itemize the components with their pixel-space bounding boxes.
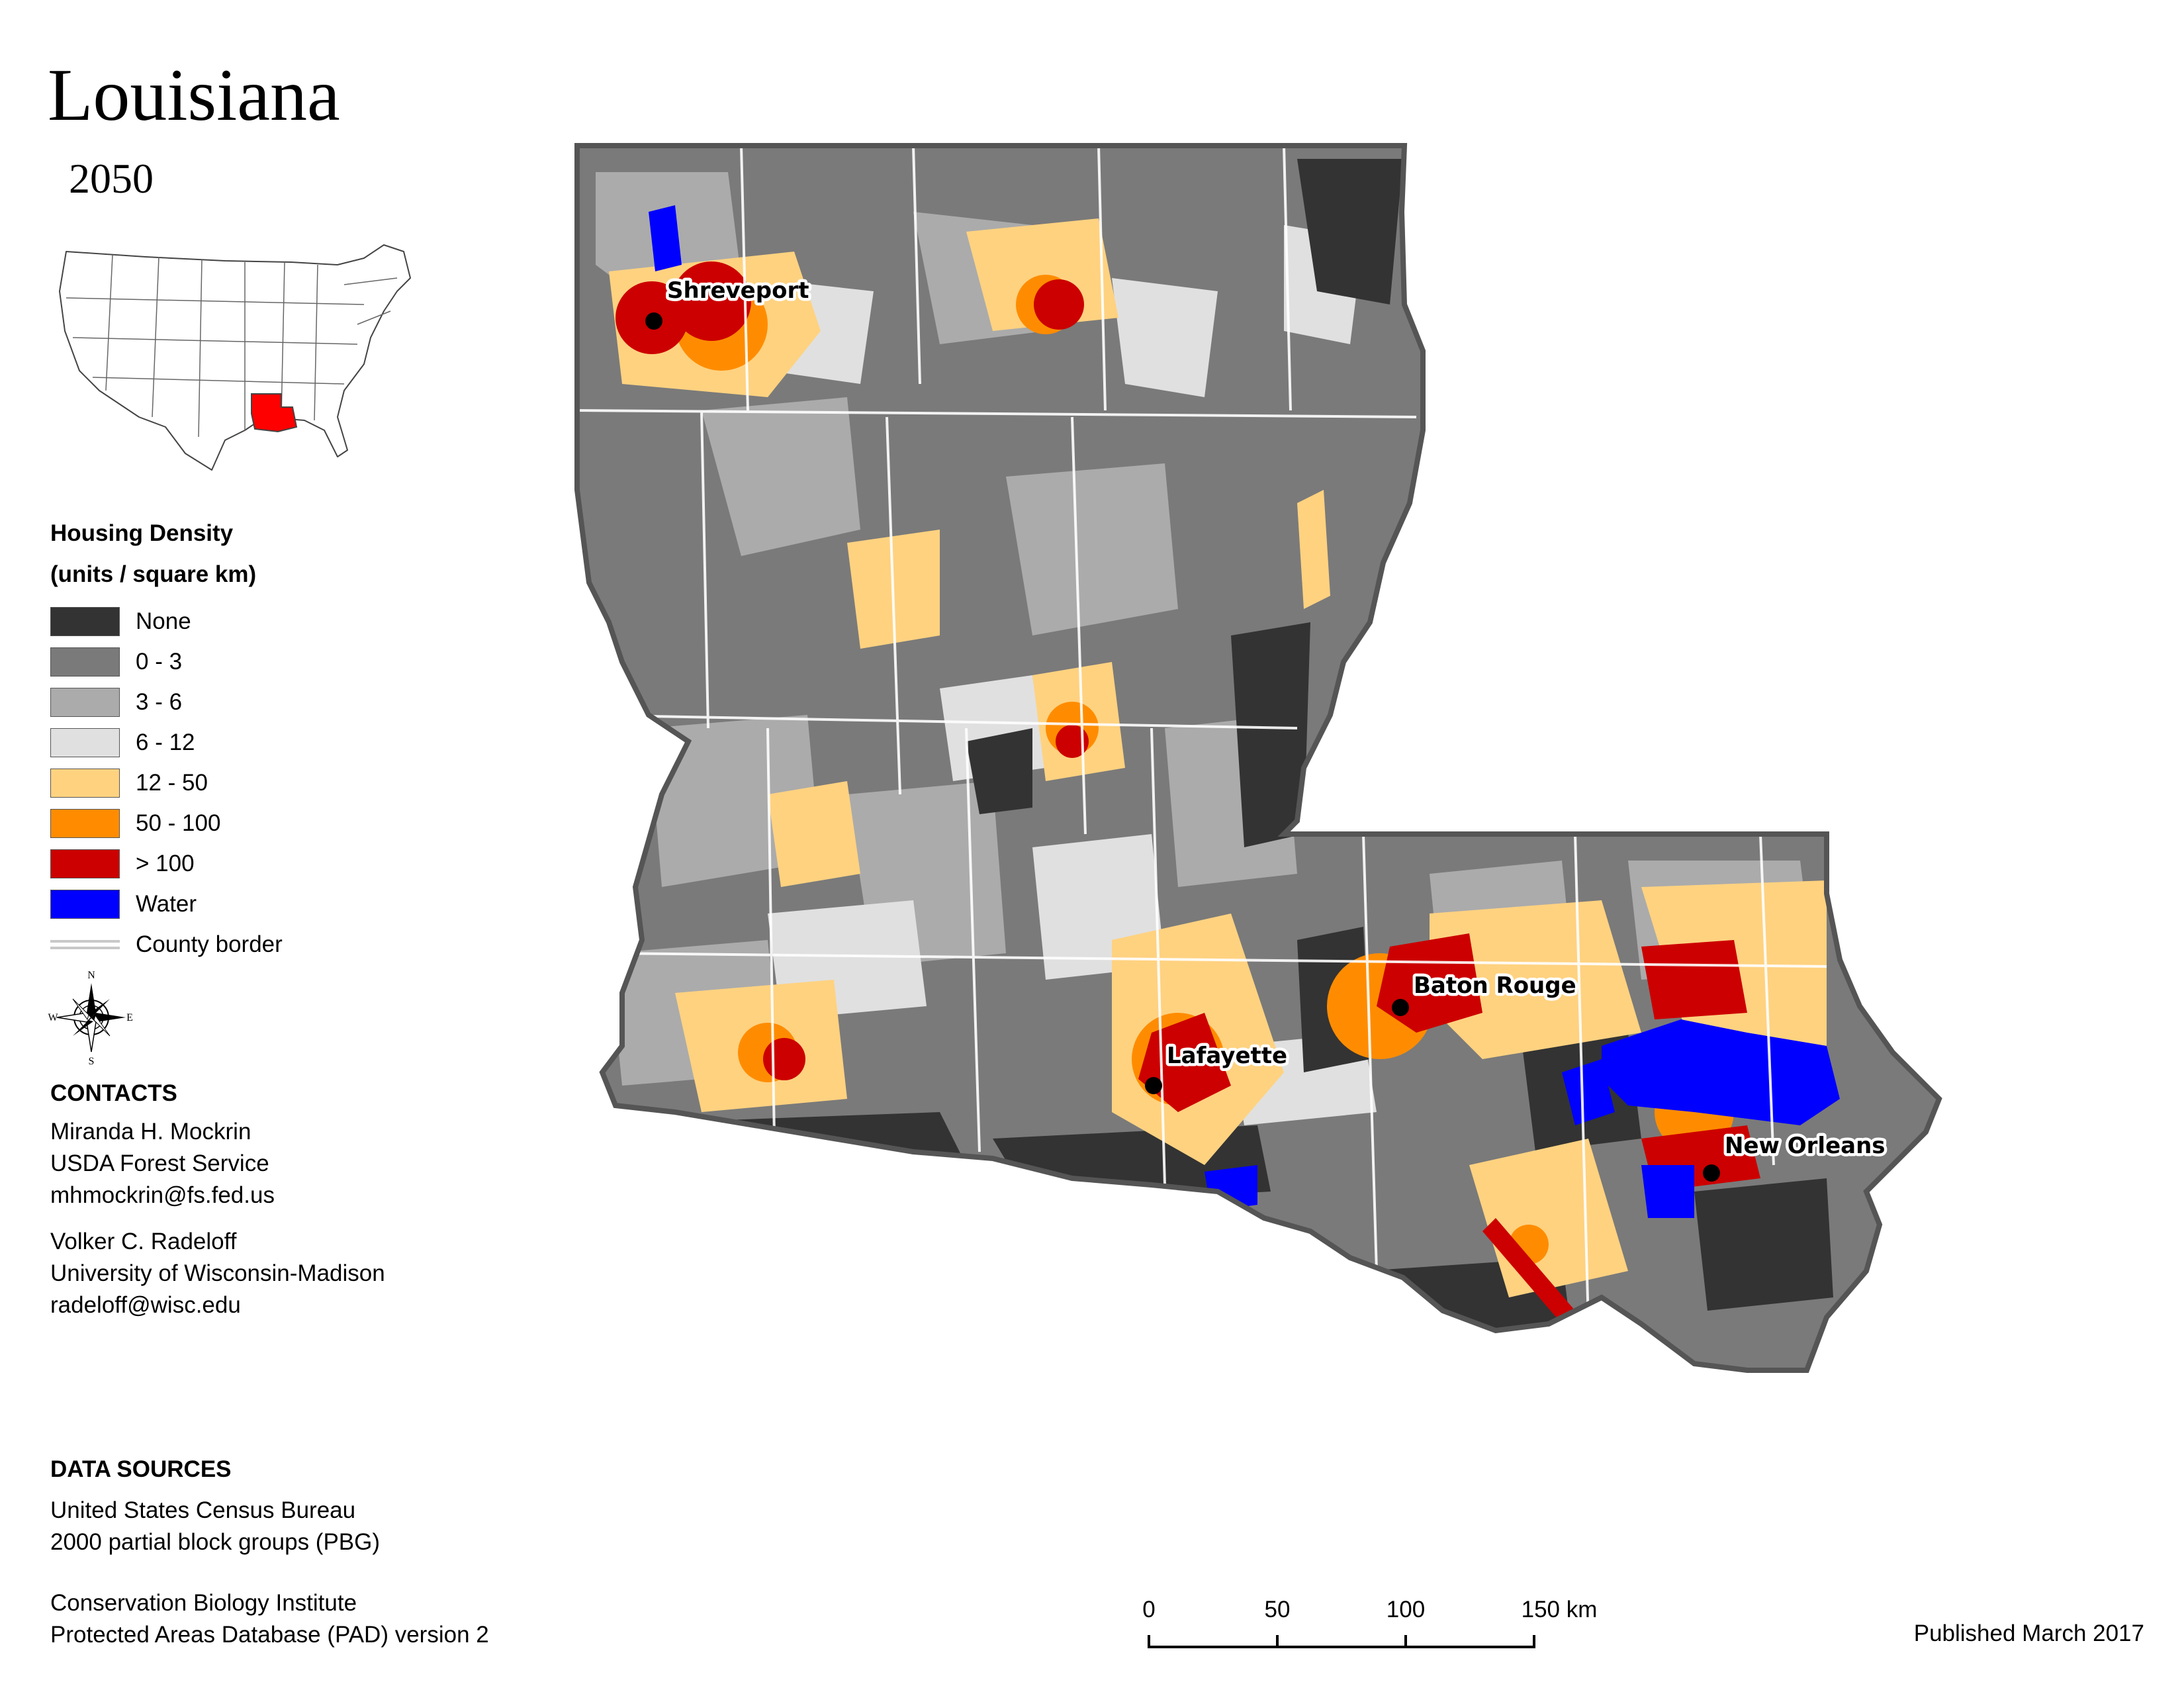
legend-label: 3 - 6 <box>136 689 183 715</box>
compass-s: S <box>89 1056 95 1066</box>
city-label: Shreveport <box>667 277 809 304</box>
legend-swatch <box>50 849 120 878</box>
published-date: Published March 2017 <box>1913 1620 2144 1646</box>
city-baton-rouge[interactable]: Baton Rouge <box>1392 970 1579 1016</box>
legend-item-3-6: 3 - 6 <box>50 687 182 718</box>
legend-swatch <box>50 688 120 717</box>
legend-item-50-100: 50 - 100 <box>50 808 220 839</box>
legend-label: 12 - 50 <box>136 770 208 796</box>
legend-item-6-12: 6 - 12 <box>50 727 195 758</box>
legend-item-county-border: County border <box>50 929 283 960</box>
legend-item-water: Water <box>50 889 197 919</box>
contact-name: Miranda H. Mockrin <box>50 1119 251 1145</box>
compass-n: N <box>87 970 95 981</box>
compass-rose-icon: N S E W <box>48 970 133 1066</box>
legend-swatch <box>50 890 120 919</box>
contact-email[interactable]: radeloff@wisc.edu <box>50 1292 241 1318</box>
legend-swatch <box>50 809 120 838</box>
contact-name: Volker C. Radeloff <box>50 1229 237 1254</box>
legend-label: 50 - 100 <box>136 810 221 836</box>
compass-e: E <box>126 1012 133 1023</box>
map-subtitle: 2050 <box>69 155 154 202</box>
legend-label: Water <box>136 891 197 917</box>
legend-item-none: None <box>50 606 191 637</box>
legend-title: Housing Density <box>50 520 234 546</box>
data-source-2: Conservation Biology Institute Protected… <box>50 1587 489 1651</box>
louisiana-map: Shreveport Baton Rouge Lafayette New Orl… <box>574 143 1942 1373</box>
contacts-heading: CONTACTS <box>50 1080 177 1106</box>
legend-label: 0 - 3 <box>136 649 183 675</box>
contact-2: Volker C. Radeloff University of Wiscons… <box>50 1226 385 1321</box>
data-source-detail: 2000 partial block groups (PBG) <box>50 1529 381 1555</box>
legend-item-0-3: 0 - 3 <box>50 647 182 677</box>
legend-label: 6 - 12 <box>136 729 195 755</box>
data-source-detail: Protected Areas Database (PAD) version 2 <box>50 1622 489 1648</box>
city-label: Lafayette <box>1167 1043 1287 1069</box>
city-lafayette[interactable]: Lafayette <box>1145 1040 1291 1094</box>
data-source-1: United States Census Bureau 2000 partial… <box>50 1495 380 1558</box>
scale-bar <box>1148 1635 1535 1648</box>
legend-swatch <box>50 769 120 798</box>
legend-label: > 100 <box>136 851 195 876</box>
scale-label-100: 100 <box>1386 1597 1426 1622</box>
legend-swatch <box>50 607 120 636</box>
scale-label-0: 0 <box>1142 1597 1156 1622</box>
legend-label: None <box>136 608 191 634</box>
contact-org: University of Wisconsin-Madison <box>50 1260 385 1286</box>
data-sources-heading: DATA SOURCES <box>50 1456 232 1482</box>
us-inset-map <box>59 244 411 471</box>
state-outline <box>574 143 1942 1373</box>
data-source-name: United States Census Bureau <box>50 1497 356 1523</box>
louisiana-highlight <box>251 393 298 433</box>
compass-w: W <box>48 1012 58 1023</box>
legend-label: County border <box>136 931 283 957</box>
city-label: New Orleans <box>1725 1133 1886 1159</box>
legend-units: (units / square km) <box>50 561 257 587</box>
map-title: Louisiana <box>48 54 340 136</box>
scale-label-50: 50 <box>1264 1597 1291 1622</box>
contact-email[interactable]: mhmockrin@fs.fed.us <box>50 1182 275 1208</box>
city-shreveport[interactable]: Shreveport <box>645 275 812 330</box>
county-border-swatch <box>50 940 120 949</box>
data-source-name: Conservation Biology Institute <box>50 1590 357 1616</box>
legend-item-over-100: > 100 <box>50 849 195 879</box>
contact-org: USDA Forest Service <box>50 1150 269 1176</box>
city-new-orleans[interactable]: New Orleans <box>1703 1130 1888 1182</box>
legend-item-12-50: 12 - 50 <box>50 768 208 798</box>
legend-swatch <box>50 647 120 677</box>
contact-1: Miranda H. Mockrin USDA Forest Service m… <box>50 1116 275 1211</box>
us-outline <box>59 244 411 471</box>
scale-label-150: 150 km <box>1521 1597 1598 1622</box>
city-label: Baton Rouge <box>1414 972 1576 999</box>
legend-swatch <box>50 728 120 757</box>
